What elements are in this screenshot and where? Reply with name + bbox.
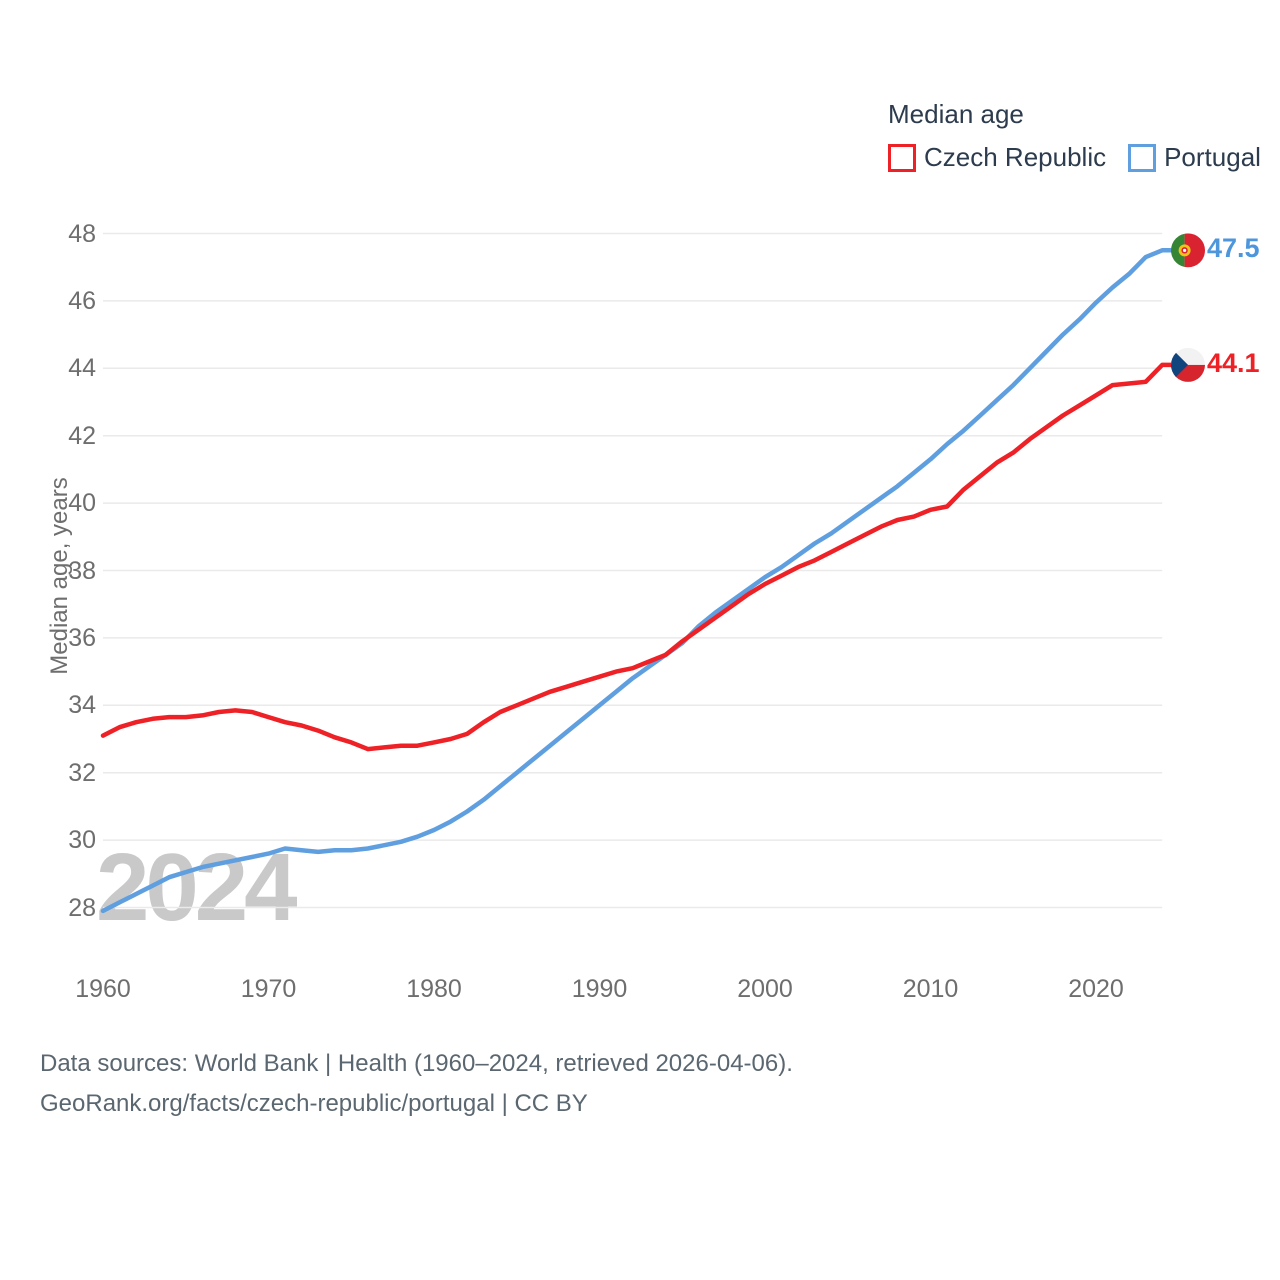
y-tick-label: 34 [68,691,96,720]
czech-flag-icon [1171,347,1205,382]
legend-title: Median age [888,99,1024,129]
chart-canvas [100,232,1205,914]
y-tick-label: 38 [68,556,96,585]
x-tick-label: 1970 [240,975,297,1003]
y-tick-label: 40 [68,489,96,518]
x-tick-label: 2000 [737,975,793,1003]
y-tick-label: 42 [68,421,96,450]
footer-line-1: Data sources: World Bank | Health (1960–… [40,1050,793,1077]
legend-item-czech-republic[interactable]: Czech Republic [888,142,1106,173]
x-tick-label: 1960 [75,975,131,1003]
y-tick-label: 36 [68,623,96,652]
y-tick-label: 28 [68,893,96,922]
x-tick-label: 1990 [571,975,628,1003]
line-portugal [100,248,1177,914]
x-tick-label: 2010 [902,975,959,1003]
value-label-portugal: 47.5 [1207,233,1260,264]
portugal-flag-icon [1171,233,1205,268]
y-tick-label: 32 [68,758,96,787]
czech-republic-swatch-icon [888,143,916,172]
line-czech-republic [100,362,1177,752]
x-tick-label: 2020 [1068,975,1124,1003]
x-tick-label: 1980 [406,975,462,1003]
y-tick-label: 48 [68,219,96,248]
footer-sources: Data sources: World Bank | Health (1960–… [40,1044,793,1124]
y-tick-label: 44 [68,354,96,383]
y-tick-label: 30 [68,826,96,855]
value-label-czech-republic: 44.1 [1207,347,1260,378]
legend: Czech Republic Portugal [888,142,1261,173]
legend-label: Czech Republic [924,142,1107,172]
y-tick-label: 46 [68,286,96,315]
portugal-swatch-icon [1128,143,1157,172]
footer-line-2: GeoRank.org/facts/czech-republic/portuga… [40,1090,588,1117]
legend-label: Portugal [1164,142,1261,172]
legend-item-portugal[interactable]: Portugal [1128,142,1261,173]
